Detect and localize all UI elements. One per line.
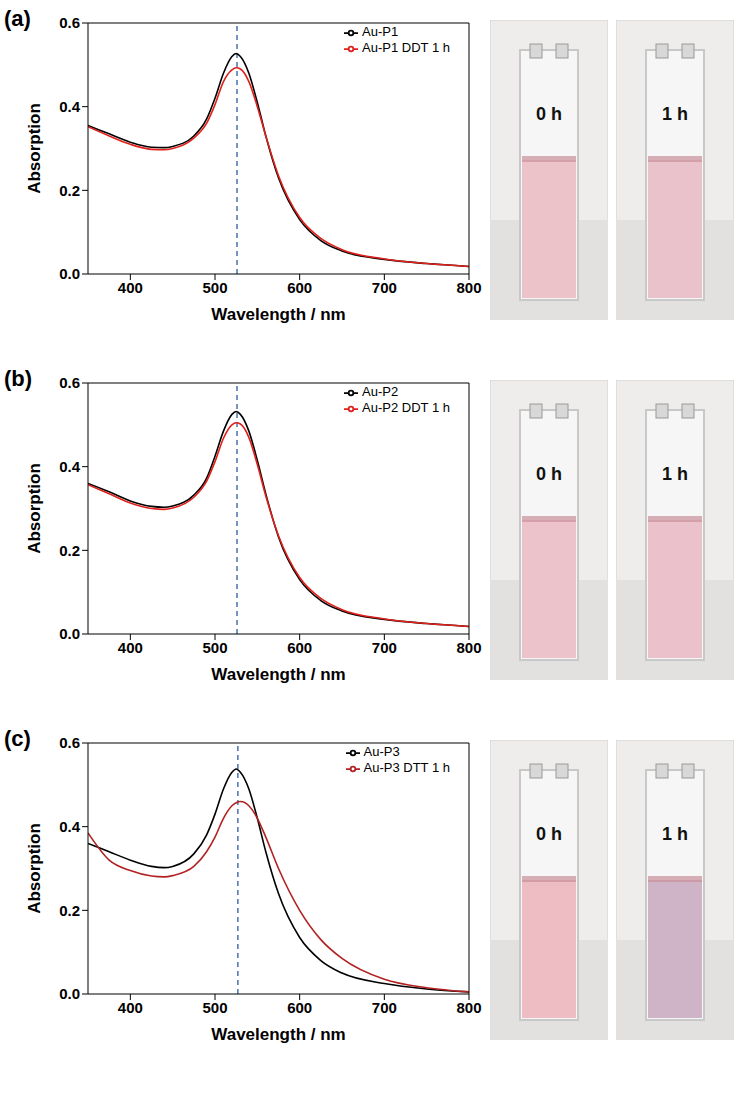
html-text:Au-P3 DTT 1 h: Au-P3 DTT 1 h [363,760,450,775]
svg-text:0.6: 0.6 [59,374,80,391]
svg-text:500: 500 [202,999,227,1016]
svg-text:Absorption: Absorption [25,463,44,554]
svg-text:0.0: 0.0 [59,625,80,642]
html-text:Au-P2 DDT 1 h: Au-P2 DDT 1 h [362,400,450,415]
svg-text:700: 700 [372,279,397,296]
svg-text:Absorption: Absorption [25,103,44,194]
svg-text:0 h: 0 h [536,104,562,124]
svg-text:0.6: 0.6 [59,734,80,751]
svg-text:600: 600 [287,279,312,296]
html-text:(a): (a) [4,6,31,31]
svg-text:400: 400 [118,279,143,296]
svg-text:Wavelength / nm: Wavelength / nm [211,1025,345,1044]
svg-text:0.4: 0.4 [59,458,81,475]
svg-text:0.0: 0.0 [59,985,80,1002]
svg-text:0.0: 0.0 [59,265,80,282]
svg-text:0.4: 0.4 [59,98,81,115]
svg-text:700: 700 [372,999,397,1016]
html-text:(c): (c) [4,726,31,751]
svg-text:800: 800 [456,279,481,296]
svg-text:500: 500 [202,279,227,296]
svg-text:Wavelength / nm: Wavelength / nm [211,305,345,324]
svg-text:Absorption: Absorption [25,823,44,914]
html-text:Au-P2: Au-P2 [362,384,399,399]
svg-text:800: 800 [456,639,481,656]
html-text:(b): (b) [4,366,33,391]
svg-text:1 h: 1 h [662,104,688,124]
svg-text:600: 600 [287,639,312,656]
svg-text:700: 700 [372,639,397,656]
svg-text:400: 400 [118,639,143,656]
svg-text:600: 600 [287,999,312,1016]
svg-text:500: 500 [202,639,227,656]
svg-text:1 h: 1 h [662,824,688,844]
svg-text:0 h: 0 h [536,464,562,484]
html-text:Au-P3: Au-P3 [363,744,400,759]
svg-text:0 h: 0 h [536,824,562,844]
svg-text:0.2: 0.2 [59,542,80,559]
svg-text:800: 800 [456,999,481,1016]
svg-text:0.4: 0.4 [59,818,81,835]
svg-text:0.2: 0.2 [59,182,80,199]
svg-text:0.6: 0.6 [59,14,80,31]
svg-text:Wavelength / nm: Wavelength / nm [211,665,345,684]
svg-text:1 h: 1 h [662,464,688,484]
html-text:Au-P1: Au-P1 [362,24,399,39]
svg-text:0.2: 0.2 [59,902,80,919]
html-text:Au-P1 DDT 1 h: Au-P1 DDT 1 h [362,40,450,55]
svg-text:400: 400 [118,999,143,1016]
